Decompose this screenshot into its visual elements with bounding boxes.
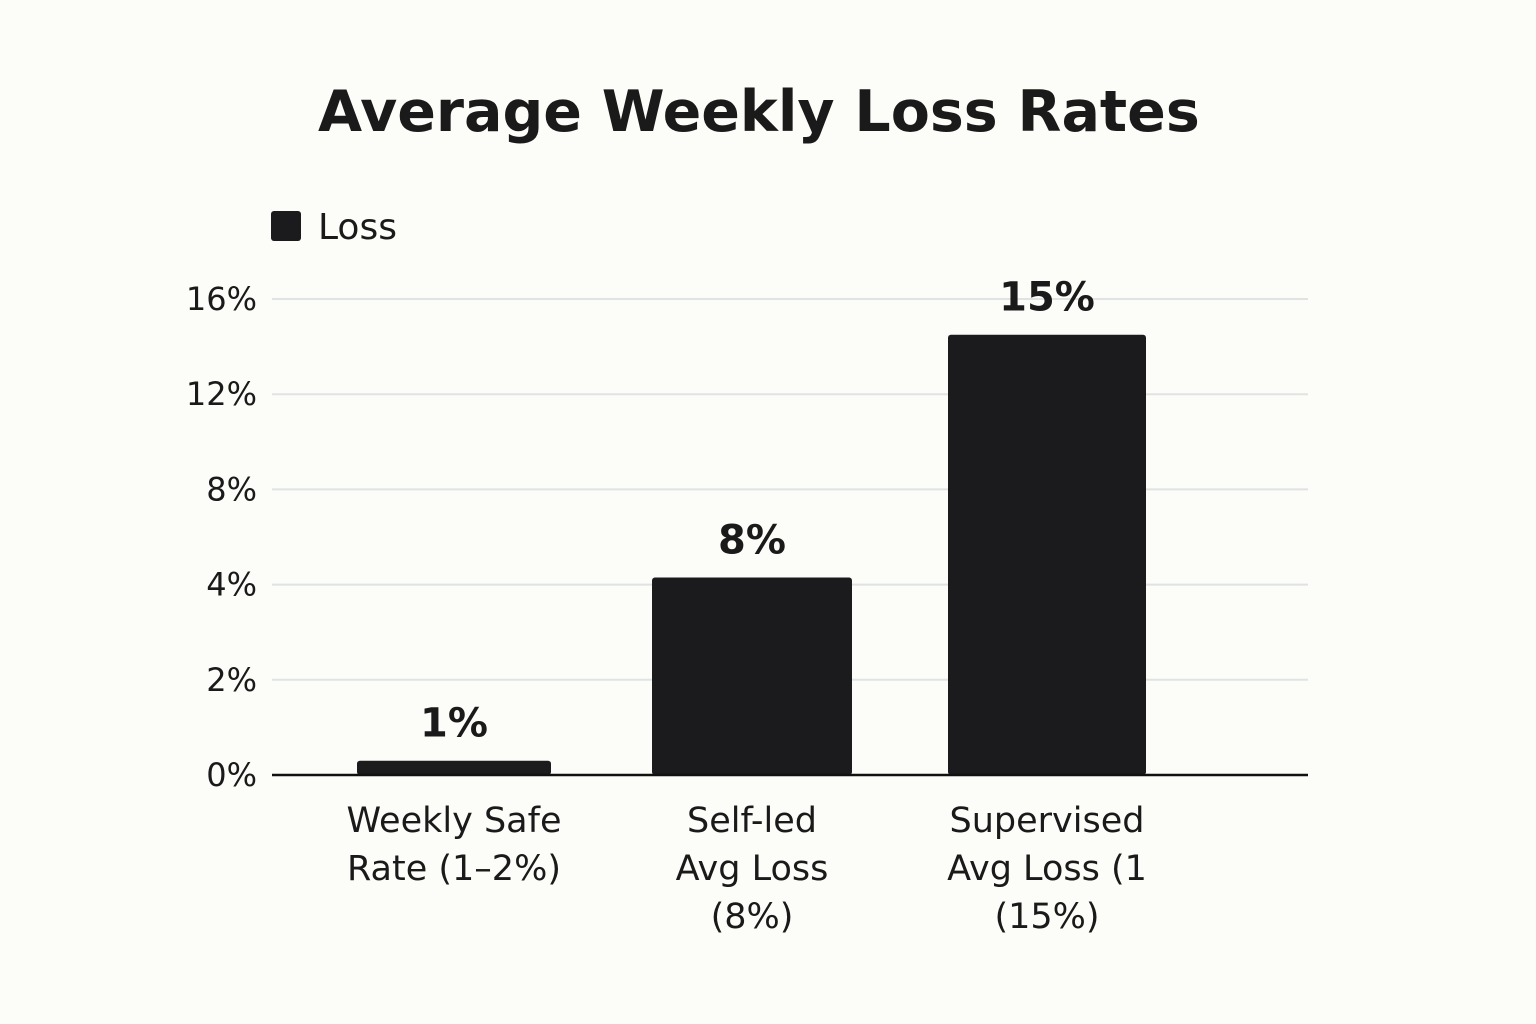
y-tick-label: 8%: [206, 470, 257, 508]
x-tick-label: Supervised: [950, 801, 1145, 841]
x-tick-label: (15%): [994, 897, 1099, 937]
y-tick-label: 4%: [206, 566, 257, 604]
legend-label: Loss: [318, 207, 397, 248]
y-tick-label: 0%: [206, 756, 257, 794]
bar: [948, 334, 1146, 775]
bar: [652, 577, 852, 775]
data-label: 8%: [718, 517, 786, 563]
y-tick-label: 12%: [186, 375, 257, 413]
x-tick-label: Self-led: [687, 801, 817, 841]
x-tick-label: Avg Loss: [676, 849, 829, 889]
x-tick-label: Weekly Safe: [347, 801, 562, 841]
data-label: 1%: [420, 701, 488, 747]
bar: [357, 760, 551, 775]
y-axis-ticks: 0% 2% 4% 8% 12% 16%: [186, 280, 257, 794]
x-tick-label: Rate (1–2%): [347, 849, 561, 889]
bars: [357, 334, 1146, 775]
chart-title: Average Weekly Loss Rates: [318, 79, 1200, 145]
legend: Loss: [271, 207, 397, 248]
y-tick-label: 2%: [206, 661, 257, 699]
legend-swatch: [271, 211, 301, 241]
x-tick-label: Avg Loss (1: [947, 849, 1147, 889]
data-label: 15%: [999, 275, 1095, 321]
x-axis-categories: Weekly Safe Rate (1–2%) Self-led Avg Loss (8…: [347, 801, 1147, 937]
data-labels: 1% 8% 15%: [420, 275, 1095, 747]
x-tick-label: (8%): [711, 897, 794, 937]
y-tick-label: 16%: [186, 280, 257, 318]
